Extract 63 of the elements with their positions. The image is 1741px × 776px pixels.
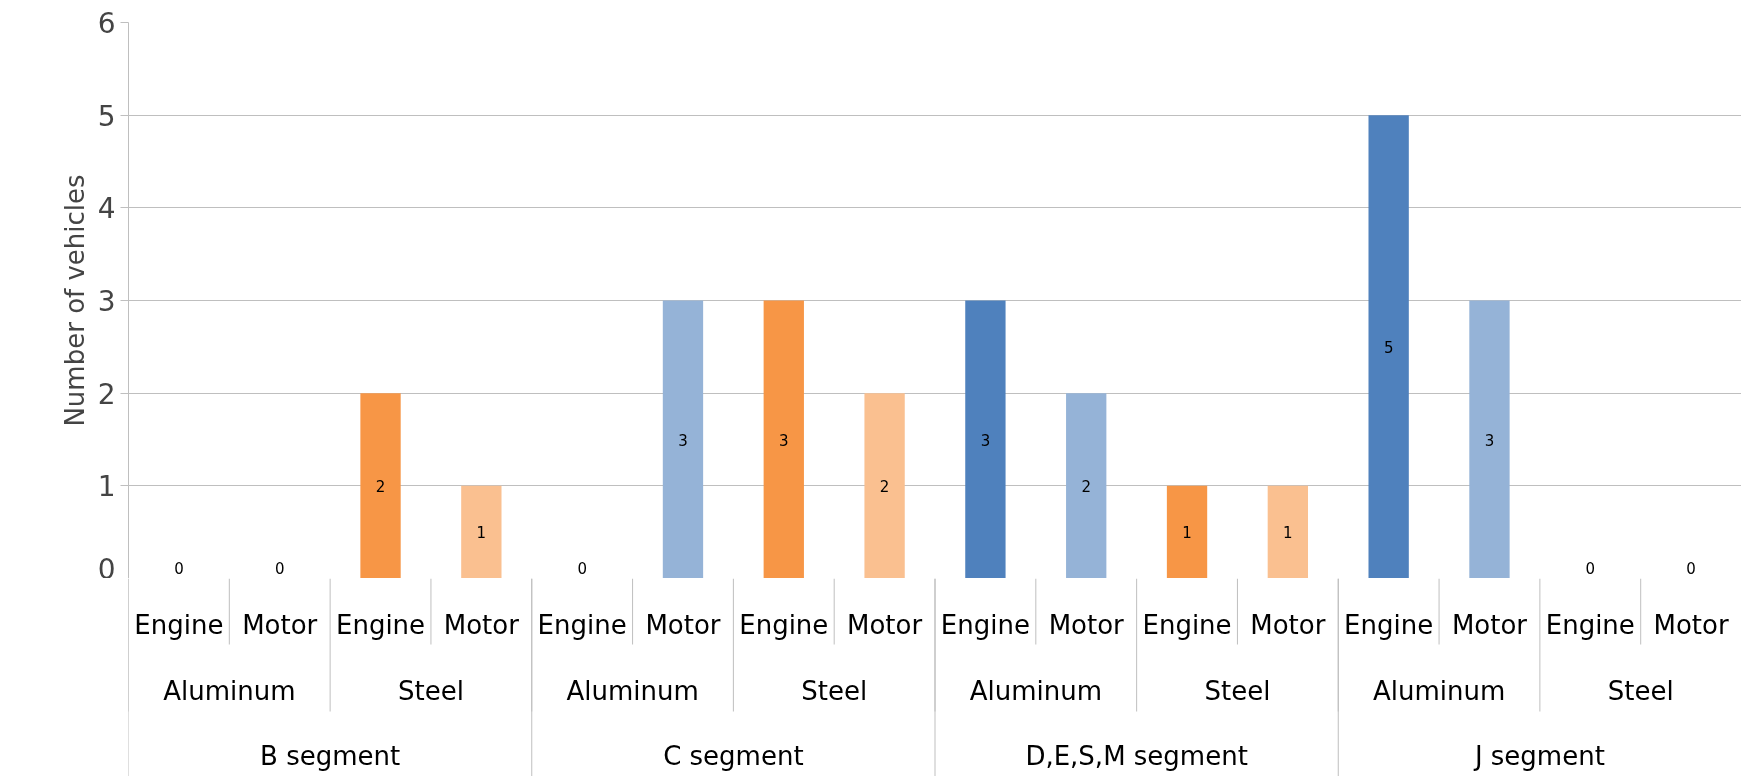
x-tick-label: Motor	[1653, 609, 1729, 640]
data-label: 3	[779, 431, 789, 450]
x-tick-label: Motor	[645, 609, 721, 640]
x-tick-label: Engine	[134, 609, 224, 640]
text: Steel	[801, 675, 868, 706]
data-label: 0	[1686, 559, 1696, 578]
data-label: 0	[577, 559, 587, 578]
data-label: 3	[678, 431, 688, 450]
x-tick-label: Engine	[940, 609, 1030, 640]
y-tick-label: 3	[97, 285, 116, 318]
bar	[763, 300, 804, 578]
x-tick-label: Motor	[443, 609, 520, 640]
bar	[1066, 393, 1107, 578]
y-tick-label: 4	[97, 192, 116, 226]
data-label: 1	[476, 524, 487, 543]
data-label: 0	[1585, 559, 1596, 578]
y-tick-label: 2	[97, 377, 116, 411]
x-tick-label: Motor	[1451, 609, 1528, 640]
text: Steel	[1204, 675, 1271, 706]
y-tick-label: 6	[97, 7, 116, 40]
x-tick-label: Motor	[242, 609, 318, 640]
x-tick-label: Engine	[335, 609, 426, 640]
y-tick-label: 1	[97, 470, 116, 504]
x-tick-label: Motor	[1250, 609, 1326, 640]
data-label: 2	[1081, 477, 1091, 496]
text: Aluminum	[163, 675, 296, 706]
text: B segment	[260, 740, 401, 771]
text: Aluminum	[969, 675, 1102, 706]
y-axis-title: Number of vehicles	[59, 174, 90, 427]
text: Steel	[1607, 675, 1674, 706]
y-tick-label: 0	[97, 552, 116, 586]
text: J segment	[1472, 740, 1605, 771]
x-tick-label: Engine	[1142, 609, 1232, 640]
bar	[461, 485, 502, 578]
text: Aluminum	[1372, 675, 1506, 706]
data-label: 2	[879, 477, 890, 496]
x-tick-label: Motor	[847, 609, 923, 640]
x-tick-label: Engine	[1545, 609, 1635, 640]
x-tick-label: Engine	[537, 609, 627, 640]
data-label: 2	[375, 477, 386, 496]
x-tick-label: Engine	[739, 609, 829, 640]
text: C segment	[663, 740, 804, 771]
bar	[1469, 300, 1510, 578]
bar	[864, 393, 905, 578]
bar	[662, 300, 704, 578]
text: Steel	[397, 675, 464, 706]
data-label: 0	[174, 559, 184, 578]
bar	[965, 300, 1006, 578]
bar	[1166, 485, 1208, 578]
data-label: 0	[274, 559, 285, 578]
data-label: 1	[1182, 524, 1192, 543]
text: Aluminum	[566, 675, 699, 706]
x-tick-label: Engine	[1344, 609, 1434, 640]
data-label: 3	[1484, 431, 1495, 450]
data-label: 1	[1283, 524, 1293, 543]
bar	[1267, 485, 1309, 578]
x-tick-label: Motor	[1048, 609, 1125, 640]
y-tick-label: 5	[97, 99, 116, 133]
data-label: 5	[1383, 338, 1394, 357]
data-label: 3	[980, 431, 991, 450]
bar	[1368, 115, 1409, 578]
text: D,E,S,M segment	[1025, 740, 1248, 771]
bar	[360, 393, 401, 578]
